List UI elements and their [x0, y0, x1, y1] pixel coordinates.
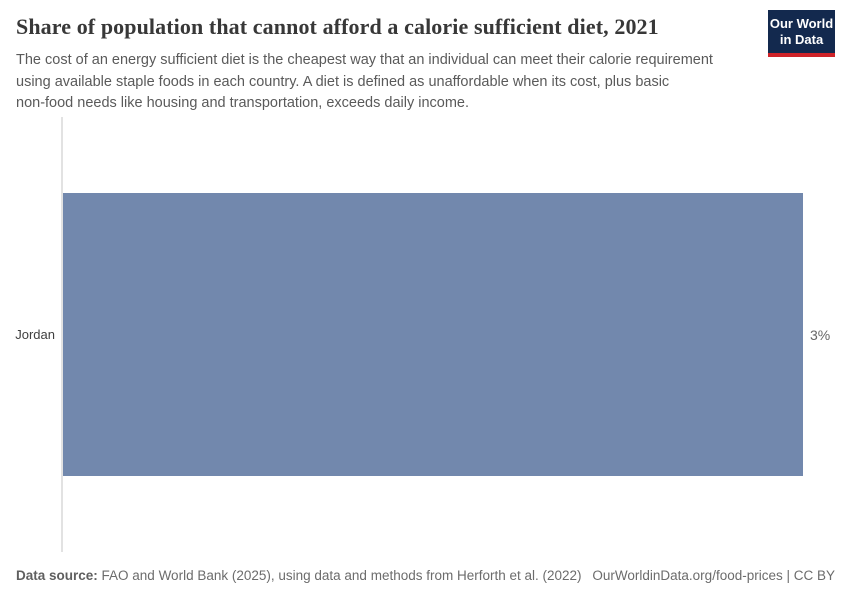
chart-subtitle: The cost of an energy sufficient diet is…	[16, 50, 835, 115]
bar-entity-label: Jordan	[15, 327, 55, 342]
bar-value-label: 3%	[810, 326, 831, 343]
subtitle-line-1: The cost of an energy sufficient diet is…	[16, 52, 713, 68]
data-source-note: Data source: FAO and World Bank (2025), …	[16, 568, 582, 583]
subtitle-line-3: non-food needs like housing and transpor…	[16, 95, 470, 111]
subtitle-line-2: using available staple foods in each cou…	[16, 73, 670, 90]
chart-title: Share of population that cannot afford a…	[16, 14, 659, 39]
owid-logo-line-1: Our World	[769, 15, 834, 31]
bar-row: 3%	[63, 193, 830, 476]
bar[interactable]	[63, 193, 803, 476]
data-source-text: FAO and World Bank (2025), using data an…	[97, 568, 582, 583]
owid-logo[interactable]: Our World in Data	[768, 10, 835, 57]
attribution-link[interactable]: OurWorldinData.org/food-prices | CC BY	[592, 568, 835, 583]
chart-header: Share of population that cannot afford a…	[16, 10, 835, 115]
data-source-label: Data source:	[16, 568, 98, 583]
y-axis-line	[61, 117, 63, 552]
chart-footer: Data source: FAO and World Bank (2025), …	[16, 568, 835, 583]
owid-logo-line-2: in Data	[779, 31, 824, 47]
